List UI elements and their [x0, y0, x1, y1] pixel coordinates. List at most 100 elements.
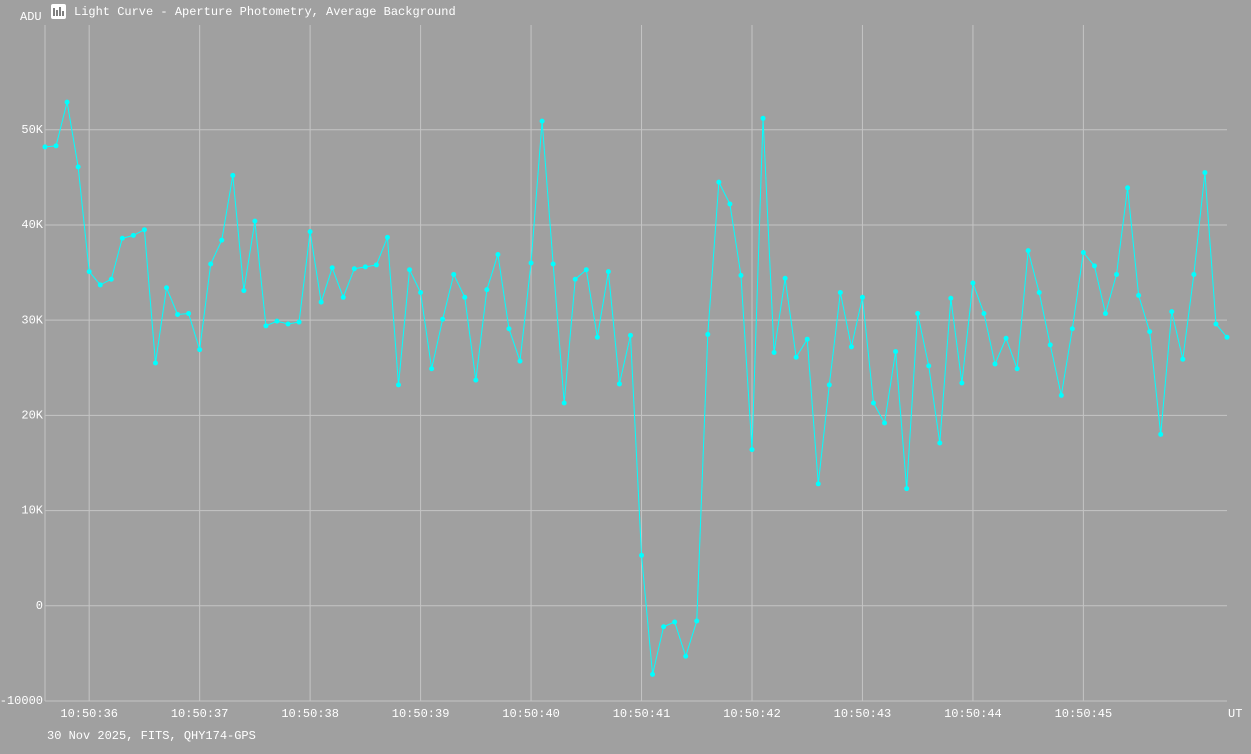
data-point — [175, 311, 181, 317]
data-point — [384, 234, 390, 240]
data-point — [804, 336, 810, 342]
data-point — [418, 290, 424, 296]
chart-title: Light Curve - Aperture Photometry, Avera… — [74, 5, 456, 19]
data-point — [882, 420, 888, 426]
data-point — [1014, 366, 1020, 372]
data-point — [1047, 342, 1053, 348]
x-tick-label: 10:50:41 — [613, 707, 671, 721]
data-point — [429, 366, 435, 372]
data-point — [738, 272, 744, 278]
data-point — [274, 318, 280, 324]
data-point — [672, 619, 678, 625]
data-point — [252, 218, 258, 224]
data-point — [1191, 271, 1197, 277]
data-point — [904, 486, 910, 492]
data-point — [263, 323, 269, 329]
data-point — [1114, 271, 1120, 277]
data-point — [583, 267, 589, 273]
icon — [51, 4, 66, 19]
data-point — [119, 235, 125, 241]
y-tick-label: -10000 — [0, 694, 43, 708]
data-point — [550, 261, 556, 267]
x-tick-label: 10:50:38 — [281, 707, 339, 721]
data-point — [650, 671, 656, 677]
data-point — [495, 251, 501, 257]
data-point — [1202, 170, 1208, 176]
data-point — [848, 344, 854, 350]
data-point — [959, 380, 965, 386]
data-point — [915, 310, 921, 316]
data-point — [771, 350, 777, 356]
data-point — [462, 294, 468, 300]
data-point — [164, 285, 170, 291]
data-point — [981, 310, 987, 316]
data-point — [1180, 356, 1186, 362]
data-point — [1036, 290, 1042, 296]
data-point — [186, 310, 192, 316]
data-point — [661, 624, 667, 630]
data-point — [329, 265, 335, 271]
data-point — [616, 381, 622, 387]
footer: 30 Nov 2025, FITS, QHY174-GPS — [47, 729, 256, 743]
data-point — [1136, 292, 1142, 298]
data-point — [871, 400, 877, 406]
data-point — [64, 99, 70, 105]
data-point — [451, 271, 457, 277]
data-point — [373, 262, 379, 268]
x-axis-label: UT — [1228, 707, 1242, 721]
y-tick-label: 20K — [21, 409, 43, 423]
data-point — [992, 361, 998, 367]
data-point — [948, 295, 954, 301]
data-point — [561, 400, 567, 406]
data-point — [572, 276, 578, 282]
data-point — [716, 179, 722, 185]
data-point — [42, 144, 48, 150]
x-tick-label: 10:50:42 — [723, 707, 781, 721]
data-point — [859, 294, 865, 300]
y-tick-label: 0 — [36, 599, 43, 613]
y-tick-label: 50K — [21, 123, 43, 137]
data-point — [1003, 335, 1009, 341]
data-point — [219, 237, 225, 243]
data-point — [627, 332, 633, 338]
data-point — [970, 280, 976, 286]
x-tick-label: 10:50:45 — [1055, 707, 1113, 721]
data-point — [1158, 431, 1164, 437]
data-point — [539, 118, 545, 124]
x-tick-label: 10:50:36 — [60, 707, 118, 721]
data-point — [108, 276, 114, 282]
data-point — [749, 447, 755, 453]
data-line — [44, 101, 1228, 675]
x-tick-label: 10:50:44 — [944, 707, 1002, 721]
data-point — [230, 172, 236, 178]
data-point — [351, 266, 357, 272]
data-point — [473, 377, 479, 383]
data-point — [837, 290, 843, 296]
data-point — [694, 618, 700, 624]
data-point — [440, 316, 446, 322]
x-tick-label: 10:50:40 — [502, 707, 560, 721]
data-point — [705, 331, 711, 337]
data-point — [826, 382, 832, 388]
data-point — [926, 363, 932, 369]
data-point — [285, 321, 291, 327]
data-point — [362, 264, 368, 270]
data-point — [893, 349, 899, 355]
data-point — [97, 282, 103, 288]
data-point — [1058, 392, 1064, 398]
data-point — [1125, 185, 1131, 191]
data-point — [395, 382, 401, 388]
data-point — [1147, 329, 1153, 335]
data-point — [152, 360, 158, 366]
data-point — [141, 227, 147, 233]
data-point — [1025, 248, 1031, 254]
data-point — [1169, 309, 1175, 315]
data-point — [727, 201, 733, 207]
data-point — [130, 232, 136, 238]
data-point — [318, 299, 324, 305]
data-point — [760, 115, 766, 121]
data-point — [296, 319, 302, 325]
y-tick-label: 10K — [21, 504, 43, 518]
data-point — [484, 287, 490, 293]
